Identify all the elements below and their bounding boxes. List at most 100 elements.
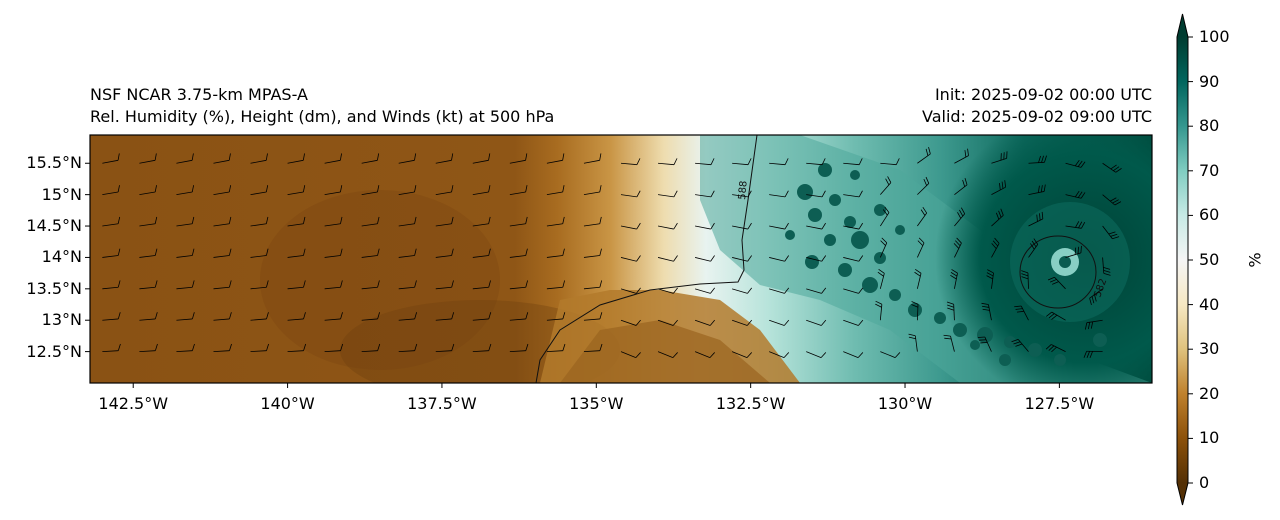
wind-barb xyxy=(546,350,563,353)
wind-barb-flag xyxy=(1103,273,1111,276)
wind-barb xyxy=(806,319,822,326)
wind-barb-flag xyxy=(947,304,954,308)
wind-barb-flag xyxy=(635,319,641,326)
wind-barb-flag xyxy=(880,240,886,246)
wind-barb-flag xyxy=(875,303,882,308)
wind-barb-flag xyxy=(673,287,678,294)
wind-barb xyxy=(398,159,415,164)
wind-barb xyxy=(102,286,119,290)
wind-barb-flag xyxy=(191,248,195,256)
wind-barb xyxy=(139,286,156,290)
wind-barb-flag xyxy=(1051,314,1058,320)
wind-barb-flag xyxy=(947,307,955,311)
wind-barb-flag xyxy=(1013,341,1021,345)
wind-barb xyxy=(435,223,452,227)
wind-barb xyxy=(250,255,267,258)
wind-barb-flag xyxy=(154,153,157,161)
wind-barb-flag xyxy=(1086,351,1090,358)
wind-barb-flag xyxy=(1074,159,1080,167)
wind-barb-flag xyxy=(265,185,269,193)
wind-barb xyxy=(843,162,860,166)
wind-barb-flag xyxy=(1031,240,1037,248)
wind-barb xyxy=(620,288,637,294)
wind-barb xyxy=(509,223,526,227)
wind-barb-flag xyxy=(377,185,380,193)
wind-barb-flag xyxy=(192,312,195,320)
wind-barb xyxy=(806,162,823,166)
wind-barb-flag xyxy=(414,248,417,256)
lon-tick-label: 137.5°W xyxy=(407,394,477,413)
wind-barb-flag xyxy=(488,185,491,193)
wind-barb xyxy=(546,159,563,164)
height-contours xyxy=(535,134,1097,384)
wind-barb-flag xyxy=(882,209,888,216)
wind-barb-flag xyxy=(746,352,753,358)
wind-barb xyxy=(324,318,341,321)
wind-barb-flag xyxy=(192,343,195,351)
wind-barb-flag xyxy=(228,248,232,256)
wind-barb xyxy=(694,351,711,358)
wind-barb-flag xyxy=(599,248,602,256)
wind-barb-flag xyxy=(1036,214,1038,222)
wind-barb-flag xyxy=(525,280,528,288)
lon-tick-label: 135°W xyxy=(569,394,624,413)
wind-barb-flag xyxy=(1049,279,1057,283)
wind-barb xyxy=(398,223,415,227)
lon-tick-label: 130°W xyxy=(877,394,933,413)
wind-barb-flag xyxy=(266,312,269,320)
wind-barb-flag xyxy=(858,190,863,198)
wind-barb-flag xyxy=(1089,298,1092,306)
wind-barb-flag xyxy=(746,319,753,326)
init-time: Init: 2025-09-02 00:00 UTC xyxy=(934,85,1152,104)
wind-barb-flag xyxy=(1033,238,1039,245)
wind-barb xyxy=(509,286,526,290)
wind-barb-flag xyxy=(191,185,195,193)
wind-barb xyxy=(509,191,526,196)
wind-barb-flag xyxy=(636,222,641,230)
wind-barb xyxy=(102,255,119,258)
wind-barb-flag xyxy=(562,216,565,224)
wind-barb-flag xyxy=(1080,245,1082,253)
wind-barb xyxy=(769,194,786,198)
wind-barb-flag xyxy=(191,280,195,288)
wind-barb-flag xyxy=(1074,190,1080,198)
lat-tick-label: 15°N xyxy=(41,184,82,204)
wind-barb-flag xyxy=(1089,351,1093,359)
wind-barb-flag xyxy=(451,280,454,288)
wind-barb-flag xyxy=(710,255,715,262)
wind-barb-flag xyxy=(414,185,417,193)
wind-barb xyxy=(213,223,230,227)
wind-barb-flag xyxy=(636,190,641,198)
wind-barb-flag xyxy=(1039,213,1041,221)
wind-barb-flag xyxy=(917,240,924,246)
wind-barb xyxy=(620,319,637,326)
wind-barb xyxy=(398,255,415,258)
wind-barb-flag xyxy=(957,212,962,219)
wind-barb-flag xyxy=(303,280,306,288)
wind-barb-flag xyxy=(986,272,994,277)
wind-barb xyxy=(361,318,378,321)
wind-barb-flag xyxy=(228,216,232,224)
contour-label-588: 588 xyxy=(737,180,750,200)
wind-barb-flag xyxy=(821,287,827,294)
wind-barb-flag xyxy=(414,280,417,288)
wind-barb-flag xyxy=(710,222,715,230)
wind-barb-flag xyxy=(784,190,789,198)
wind-barb-flag xyxy=(1094,294,1097,302)
lon-tick-label: 140°W xyxy=(260,394,315,413)
wind-barb xyxy=(176,350,193,353)
wind-barb xyxy=(176,191,193,196)
wind-barb xyxy=(324,159,341,164)
wind-barb-flag xyxy=(154,248,158,256)
wind-barb-flag xyxy=(117,153,120,161)
wind-barb-flag xyxy=(1077,160,1083,167)
wind-barb xyxy=(509,159,526,164)
wind-barb xyxy=(361,350,378,353)
lon-tick-label: 127.5°W xyxy=(1024,394,1095,413)
rh-field xyxy=(90,135,1152,383)
wind-barb-flag xyxy=(117,185,120,193)
wind-barb-flag xyxy=(784,158,789,165)
wind-barb-flag xyxy=(451,248,454,256)
wind-barb-flag xyxy=(987,269,994,274)
wind-barb xyxy=(806,257,822,262)
